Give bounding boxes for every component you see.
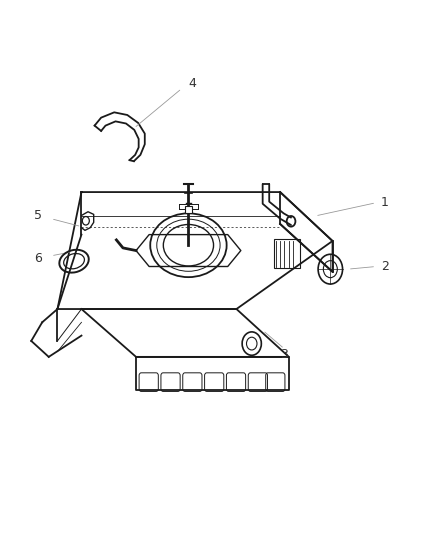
Text: 1: 1 — [381, 196, 389, 209]
Bar — [184, 206, 192, 213]
Text: 6: 6 — [34, 252, 42, 265]
Bar — [274, 239, 300, 268]
Text: 5: 5 — [34, 209, 42, 222]
Text: 3: 3 — [281, 348, 289, 361]
Text: 4: 4 — [189, 77, 197, 90]
Text: 2: 2 — [381, 260, 389, 273]
